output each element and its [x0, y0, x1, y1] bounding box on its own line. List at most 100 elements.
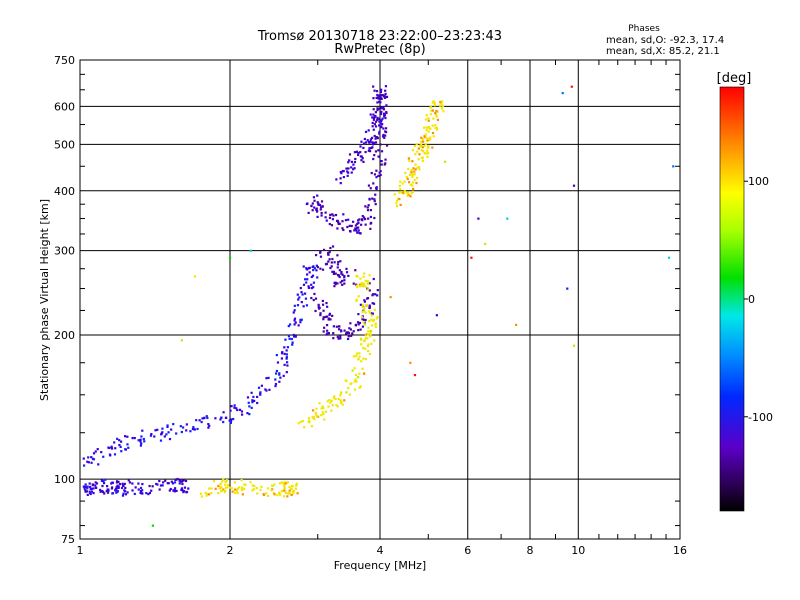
data-point [222, 411, 225, 414]
data-point [286, 481, 290, 484]
data-point [294, 321, 297, 324]
data-point [369, 312, 372, 315]
data-point [117, 485, 120, 488]
data-point [301, 420, 304, 423]
data-point [372, 293, 375, 296]
data-point [373, 216, 376, 220]
data-point [407, 157, 410, 160]
data-point [372, 318, 375, 321]
data-point [431, 101, 434, 104]
data-point [86, 485, 89, 488]
data-point [155, 482, 158, 486]
data-point [360, 282, 363, 285]
stats-o-line: mean, sd,O: -92.3, 17.4 [606, 35, 724, 46]
data-point [314, 297, 318, 300]
data-point [332, 270, 336, 273]
data-point [310, 275, 313, 279]
data-point [355, 229, 358, 232]
data-point [207, 426, 210, 429]
data-point [384, 158, 387, 161]
data-point [354, 224, 357, 227]
data-point [101, 490, 104, 493]
data-point [90, 461, 93, 464]
data-point [222, 478, 225, 481]
data-point [413, 178, 416, 182]
data-point [315, 264, 318, 267]
data-point [366, 139, 369, 142]
y-axis-label: Stationary phase Virtual Height [km] [38, 199, 51, 401]
data-point [435, 115, 438, 118]
data-point [339, 170, 342, 174]
data-point [426, 139, 430, 142]
data-point [341, 283, 344, 286]
data-point [285, 356, 288, 359]
data-point [324, 211, 327, 214]
data-point [357, 323, 360, 326]
data-point [364, 205, 367, 208]
data-point [358, 283, 361, 286]
data-point [306, 273, 309, 276]
data-point [366, 333, 369, 336]
data-point [110, 445, 113, 448]
data-point [220, 489, 223, 492]
data-point [253, 484, 256, 488]
data-point [337, 260, 340, 264]
data-point [158, 488, 161, 491]
data-point [322, 318, 325, 321]
data-point [431, 124, 434, 127]
data-point [427, 125, 431, 129]
data-point [409, 183, 413, 186]
data-point [330, 409, 333, 412]
data-point [382, 112, 386, 115]
data-point [340, 272, 343, 275]
data-point [384, 92, 387, 96]
data-point [375, 317, 378, 320]
data-point [252, 395, 255, 398]
data-point [365, 303, 369, 307]
data-point [265, 389, 268, 392]
data-point [122, 492, 125, 495]
data-point [421, 156, 424, 159]
data-point [412, 172, 415, 175]
data-point [372, 157, 375, 161]
data-point [352, 282, 355, 285]
data-point [358, 232, 361, 235]
data-point [284, 491, 287, 494]
data-point [251, 401, 254, 404]
data-point [336, 254, 339, 257]
data-point [667, 256, 671, 259]
data-point [355, 380, 358, 383]
data-point [353, 388, 357, 391]
data-point [154, 429, 157, 432]
data-point [88, 482, 91, 485]
data-point [97, 463, 100, 466]
data-point [140, 435, 143, 438]
data-point [404, 171, 407, 175]
data-point [345, 271, 349, 274]
data-point [317, 305, 320, 309]
data-point [356, 286, 359, 289]
data-point [360, 316, 364, 319]
data-point [118, 439, 121, 442]
data-point [443, 160, 447, 163]
data-point [236, 408, 239, 412]
data-point [191, 427, 195, 431]
data-point [376, 101, 379, 104]
data-point [250, 406, 253, 409]
data-point [200, 495, 204, 498]
data-point [378, 130, 381, 133]
data-point [121, 494, 125, 497]
data-point [256, 395, 259, 399]
data-point [322, 412, 325, 416]
data-point [288, 489, 291, 492]
data-point [406, 194, 409, 197]
data-point [374, 150, 378, 153]
data-point [317, 203, 320, 206]
data-point [363, 282, 366, 285]
data-point [477, 217, 480, 220]
data-point [372, 277, 375, 281]
data-point [90, 487, 93, 491]
data-point [401, 191, 405, 194]
data-point [370, 324, 374, 327]
data-point [357, 226, 360, 229]
